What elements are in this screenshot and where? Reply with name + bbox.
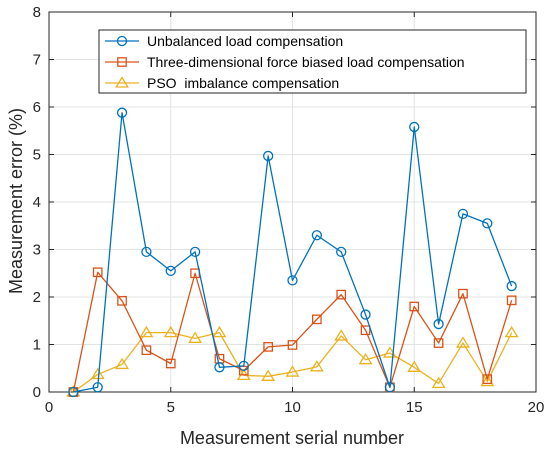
data-point <box>214 362 225 373</box>
data-point <box>115 357 130 370</box>
y-tick-label: 4 <box>33 194 41 211</box>
data-point <box>189 246 201 258</box>
data-point <box>506 280 517 292</box>
data-point <box>409 121 420 133</box>
data-point <box>285 365 300 377</box>
series-line <box>73 112 513 393</box>
data-point <box>165 358 176 369</box>
data-point <box>212 325 227 338</box>
legend-label: PSO imbalance compensation <box>147 75 339 91</box>
data-point <box>482 374 493 385</box>
y-tick-label: 2 <box>33 289 41 306</box>
y-tick-label: 5 <box>33 147 41 164</box>
data-point <box>139 325 154 338</box>
legend-label: Three-dimensional force biased load comp… <box>147 54 465 70</box>
y-axis-title: Measurement error (%) <box>6 108 26 294</box>
data-point <box>409 301 420 312</box>
data-point <box>163 325 178 338</box>
data-point <box>117 295 127 306</box>
data-point <box>360 325 371 336</box>
data-point <box>407 360 422 372</box>
data-point <box>384 382 396 393</box>
legend-item: Three-dimensional force biased load comp… <box>105 54 465 70</box>
y-tick-label: 0 <box>33 384 41 401</box>
y-tick-label: 3 <box>33 242 41 259</box>
data-point <box>263 342 274 352</box>
data-point <box>238 360 249 372</box>
data-point <box>431 376 446 389</box>
data-point <box>311 314 322 325</box>
data-point <box>92 382 103 393</box>
data-point <box>141 345 152 356</box>
data-point <box>141 246 152 258</box>
legend: Unbalanced load compensation Three-dimens… <box>98 29 527 94</box>
y-tick-label: 7 <box>33 52 41 69</box>
x-axis-title: Measurement serial number <box>180 428 404 448</box>
data-point <box>433 318 444 330</box>
data-point <box>358 352 373 365</box>
data-series <box>66 107 519 398</box>
data-point <box>433 338 444 348</box>
legend-item: PSO imbalance compensation <box>105 75 339 91</box>
data-point <box>458 288 468 299</box>
series-line <box>72 331 513 393</box>
data-point <box>336 289 347 300</box>
series-line <box>72 271 513 393</box>
x-tick-labels: 0 5 10 15 20 <box>45 399 545 416</box>
x-tick-label: 5 <box>167 399 175 416</box>
y-tick-label: 6 <box>33 99 41 116</box>
data-point <box>92 267 103 278</box>
legend-item: Unbalanced load compensation <box>105 33 343 49</box>
data-point <box>188 331 203 343</box>
data-point <box>506 295 517 306</box>
data-point <box>504 325 519 338</box>
data-point <box>262 150 274 162</box>
data-point <box>482 218 493 229</box>
x-tick-label: 0 <box>45 399 53 416</box>
data-point <box>68 386 79 398</box>
legend-marker <box>117 57 127 67</box>
data-point <box>336 246 347 258</box>
legend-box <box>98 29 527 94</box>
x-tick-label: 15 <box>406 399 423 416</box>
data-point <box>90 367 105 380</box>
legend-marker <box>116 35 128 47</box>
data-point <box>287 275 298 286</box>
data-point <box>455 336 470 348</box>
data-point <box>311 230 323 241</box>
data-point <box>480 374 495 387</box>
legend-label: Unbalanced load compensation <box>147 33 343 49</box>
y-tick-label: 8 <box>33 4 41 21</box>
data-point <box>165 265 176 277</box>
data-point <box>116 107 128 118</box>
data-point <box>261 369 276 381</box>
data-point <box>309 360 324 372</box>
data-point <box>334 329 349 341</box>
x-tick-label: 10 <box>284 399 301 416</box>
data-point <box>457 208 469 220</box>
legend-marker <box>115 76 129 88</box>
data-point <box>360 309 371 320</box>
data-point <box>287 340 298 350</box>
series-1 <box>68 107 517 398</box>
y-tick-labels: 0 1 2 3 4 5 6 7 8 <box>33 4 41 401</box>
x-tick-label: 20 <box>528 399 545 416</box>
y-tick-label: 1 <box>33 337 41 354</box>
axes <box>48 11 537 393</box>
